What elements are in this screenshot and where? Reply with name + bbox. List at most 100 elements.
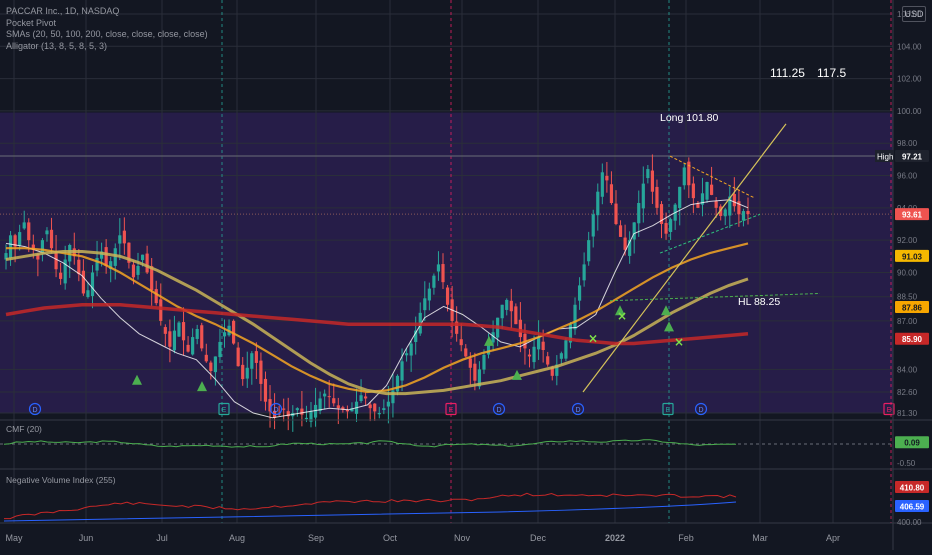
alligator-cross-marker: × (617, 309, 627, 323)
price-tick-label: 87.00 (897, 317, 918, 326)
candle-body (245, 367, 249, 379)
candle-body (59, 272, 63, 279)
legend-smas[interactable]: SMAs (20, 50, 100, 200, close, close, cl… (6, 29, 208, 39)
candle-body (300, 408, 304, 415)
candle-body (518, 319, 522, 338)
candle-body (218, 341, 222, 358)
candle-body (309, 411, 313, 422)
candle-body (18, 232, 22, 246)
candle-body (596, 191, 600, 216)
candle-body (159, 299, 163, 321)
price-tag-value: 97.21 (902, 152, 923, 161)
time-tick-label: Apr (826, 533, 840, 543)
time-tick-label: Dec (530, 533, 547, 543)
candle-body (118, 235, 122, 244)
candle-body (637, 203, 641, 224)
price-tick-label: 81.30 (897, 409, 918, 418)
candle-body (541, 341, 545, 350)
candle-body (63, 259, 67, 284)
candle-body (628, 240, 632, 256)
candle-body (659, 204, 664, 224)
candle-body (4, 253, 8, 260)
candle-body (282, 408, 286, 410)
candle-body (473, 363, 477, 381)
dividend-marker-label: D (32, 407, 37, 414)
candle-body (646, 169, 650, 179)
high-tag-label: High (877, 152, 893, 161)
candle-body (13, 235, 17, 247)
price-tick-label: 100.00 (897, 107, 922, 116)
alligator-cross-marker: × (674, 335, 684, 349)
price-tag (895, 208, 929, 221)
candle-body (404, 353, 409, 356)
cmf-tick-label: -0.50 (897, 459, 916, 468)
candle-body (209, 362, 213, 371)
candle-body (195, 329, 199, 339)
candle-body (414, 330, 418, 342)
candle-body (728, 196, 732, 216)
candle-body (350, 408, 354, 412)
price-tag (895, 332, 929, 345)
legend-alligator[interactable]: Alligator (13, 8, 5, 8, 5, 3) (6, 40, 108, 51)
time-tick-label: Mar (752, 533, 768, 543)
dividend-marker (269, 402, 283, 416)
candle-body (250, 353, 254, 369)
nvi-value-2: 406.59 (900, 503, 925, 512)
candle-body (127, 242, 131, 263)
candle-body (719, 206, 723, 216)
symbol-title[interactable]: PACCAR Inc., 1D, NASDAQ (6, 6, 120, 16)
candle-body (746, 211, 750, 215)
price-tick-label: 96.00 (897, 172, 918, 181)
candle-body (172, 330, 177, 351)
candle-body (618, 225, 623, 237)
legend-pocket-pivot[interactable]: Pocket Pivot (6, 17, 57, 28)
candle-body (696, 203, 700, 208)
price-tag (895, 149, 929, 162)
candle-body (505, 299, 509, 310)
candle-body (527, 354, 532, 357)
candle-body (700, 193, 705, 205)
target-1-label: 111.25 (770, 66, 805, 80)
dividend-marker (28, 402, 42, 416)
price-tag-value: 93.61 (902, 211, 923, 220)
candle-body (100, 251, 104, 259)
candle-body (81, 270, 85, 294)
target-2-label: 117.5 (817, 66, 846, 80)
time-tick-label: Sep (308, 533, 324, 543)
candle-body (514, 306, 518, 325)
candle-body (27, 222, 31, 241)
candle-body (459, 339, 463, 346)
candle-body (213, 356, 217, 373)
candle-body (691, 183, 695, 199)
candle-body (687, 161, 691, 186)
candle-body (154, 289, 158, 304)
candle-body (345, 409, 350, 412)
candle-body (582, 264, 586, 281)
currency-button[interactable]: USD (902, 6, 926, 22)
candle-body (423, 298, 427, 311)
candle-body (140, 254, 145, 261)
candle-body (386, 401, 390, 407)
candle-body (318, 398, 322, 411)
earnings-marker (662, 402, 674, 416)
candle-body (259, 360, 263, 384)
candle-body (373, 403, 377, 412)
candle-body (678, 186, 682, 208)
price-tag (895, 301, 929, 314)
earnings-marker-label: E (887, 407, 892, 414)
price-tick-label: 88.50 (897, 293, 918, 302)
time-axis: May Jun Jul Aug Sep Oct Nov Dec 2022 Feb Mar Apr (5, 533, 840, 543)
price-tick-label: 90.00 (897, 268, 918, 277)
candle-body (577, 285, 582, 301)
dividend-marker-label: D (698, 407, 703, 414)
candle-body (40, 240, 45, 254)
pocket-pivot-marker (512, 369, 522, 380)
price-tick-label: 82.60 (897, 388, 918, 397)
price-tick-label: 98.00 (897, 139, 918, 148)
candle-body (295, 408, 299, 411)
candle-body (332, 398, 336, 404)
candle-body (732, 194, 736, 207)
candle-body (364, 396, 368, 399)
